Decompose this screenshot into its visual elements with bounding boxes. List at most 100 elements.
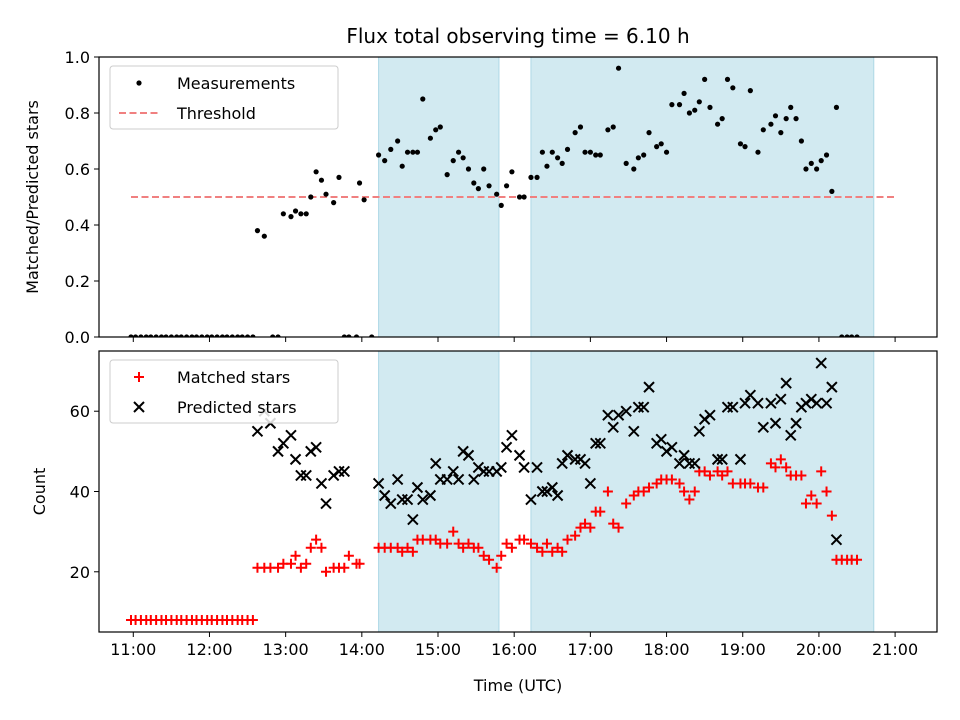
predicted-star-point (769, 417, 782, 429)
measurement-point (597, 152, 603, 158)
predicted-star-point (584, 477, 597, 490)
predicted-star-point (643, 381, 655, 393)
x-tick-label: 15:00 (415, 640, 461, 659)
chart-title: Flux total observing time = 6.10 h (346, 24, 689, 48)
matched-star-point (595, 506, 606, 517)
matched-star-point (758, 482, 769, 493)
matched-star-point (473, 542, 484, 553)
measurement-point (168, 334, 174, 337)
measurement-point (798, 138, 804, 144)
predicted-star-point (607, 421, 619, 433)
matched-star-point (621, 498, 632, 509)
matched-star-point (301, 558, 312, 569)
shaded-interval-bottom-1 (530, 350, 875, 633)
matched-star-point (506, 542, 517, 553)
matched-star-point (247, 614, 258, 625)
predicted-star-point (757, 421, 770, 433)
matched-star-point (689, 486, 700, 497)
measurement-point (737, 141, 744, 147)
matched-star-point (852, 554, 863, 565)
measurement-point (829, 188, 835, 194)
measurement-point (755, 149, 761, 155)
measurement-point (184, 334, 190, 337)
x-tick-label: 11:00 (110, 640, 156, 659)
predicted-star-point (655, 433, 667, 446)
predicted-star-point (551, 489, 564, 502)
legend-label: Matched stars (177, 368, 290, 387)
matched-star-point (397, 546, 408, 557)
legend-marker-matched (134, 372, 144, 382)
predicted-star-point (295, 469, 307, 482)
measurement-point (481, 166, 487, 172)
measurement-point (641, 152, 647, 158)
predicted-star-point (447, 465, 459, 478)
matched-star-point (770, 462, 781, 473)
legend-bottom: Matched stars Predicted stars (109, 359, 339, 424)
measurement-point (681, 90, 687, 96)
measurement-point (254, 228, 261, 234)
matched-star-point (547, 546, 558, 557)
measurement-point (433, 127, 439, 133)
measurement-point (450, 158, 456, 164)
predicted-star-point (500, 441, 513, 454)
measurement-point (178, 334, 184, 337)
matched-star-point (585, 522, 596, 533)
measurement-point (174, 334, 180, 337)
predicted-star-point (765, 397, 777, 409)
predicted-star-point (689, 457, 701, 470)
predicted-star-point (734, 453, 747, 466)
predicted-star-point (441, 473, 453, 486)
measurement-point (658, 141, 664, 147)
measurement-point (587, 149, 593, 155)
x-tick-label: 14:00 (339, 640, 385, 659)
predicted-star-point (430, 457, 442, 470)
matched-star-point (557, 546, 568, 557)
matched-star-point (666, 474, 677, 485)
matched-star-point (537, 546, 548, 557)
measurement-point (158, 334, 165, 337)
predicted-star-point (401, 493, 414, 506)
predicted-star-point (407, 513, 419, 526)
measurement-point (143, 334, 149, 337)
matched-star-point (305, 542, 316, 553)
y-axis-label: Count (30, 468, 49, 516)
measurement-point (503, 183, 510, 189)
predicted-star-point (620, 405, 632, 417)
measurement-point (521, 194, 527, 200)
y-tick-label: 40 (70, 483, 90, 502)
measurement-point (303, 211, 309, 217)
predicted-star-point (310, 441, 322, 454)
measurement-point (132, 334, 139, 337)
matched-star-point (458, 542, 469, 553)
measurement-point (404, 149, 411, 155)
measurement-point (298, 211, 304, 217)
predicted-star-point (780, 377, 792, 389)
measurement-point (783, 116, 789, 122)
predicted-star-point (531, 461, 543, 474)
predicted-star-point (673, 457, 686, 470)
predicted-star-point (830, 533, 843, 546)
measurement-point (229, 334, 235, 337)
measurement-point (509, 169, 515, 175)
predicted-star-point (536, 485, 549, 498)
legend-label: Measurements (177, 74, 295, 93)
matched-star-point (613, 522, 624, 533)
x-tick-label: 13:00 (263, 640, 309, 659)
predicted-star-point (272, 445, 284, 458)
matched-star-point (448, 526, 459, 537)
predicted-star-point (711, 453, 724, 466)
predicted-star-point (338, 465, 351, 478)
matched-star-point (442, 538, 453, 549)
legend-label: Threshold (176, 104, 256, 123)
x-tick-label: 12:00 (186, 640, 232, 659)
measurement-point (369, 334, 375, 337)
matched-star-point (821, 486, 832, 497)
matched-star-point (704, 470, 715, 481)
matched-star-point (541, 538, 552, 549)
predicted-star-point (810, 397, 823, 409)
predicted-star-point (462, 449, 475, 462)
measurement-point (219, 334, 226, 337)
measurement-point (414, 149, 421, 155)
predicted-star-point (285, 429, 297, 442)
measurement-point (498, 202, 504, 208)
